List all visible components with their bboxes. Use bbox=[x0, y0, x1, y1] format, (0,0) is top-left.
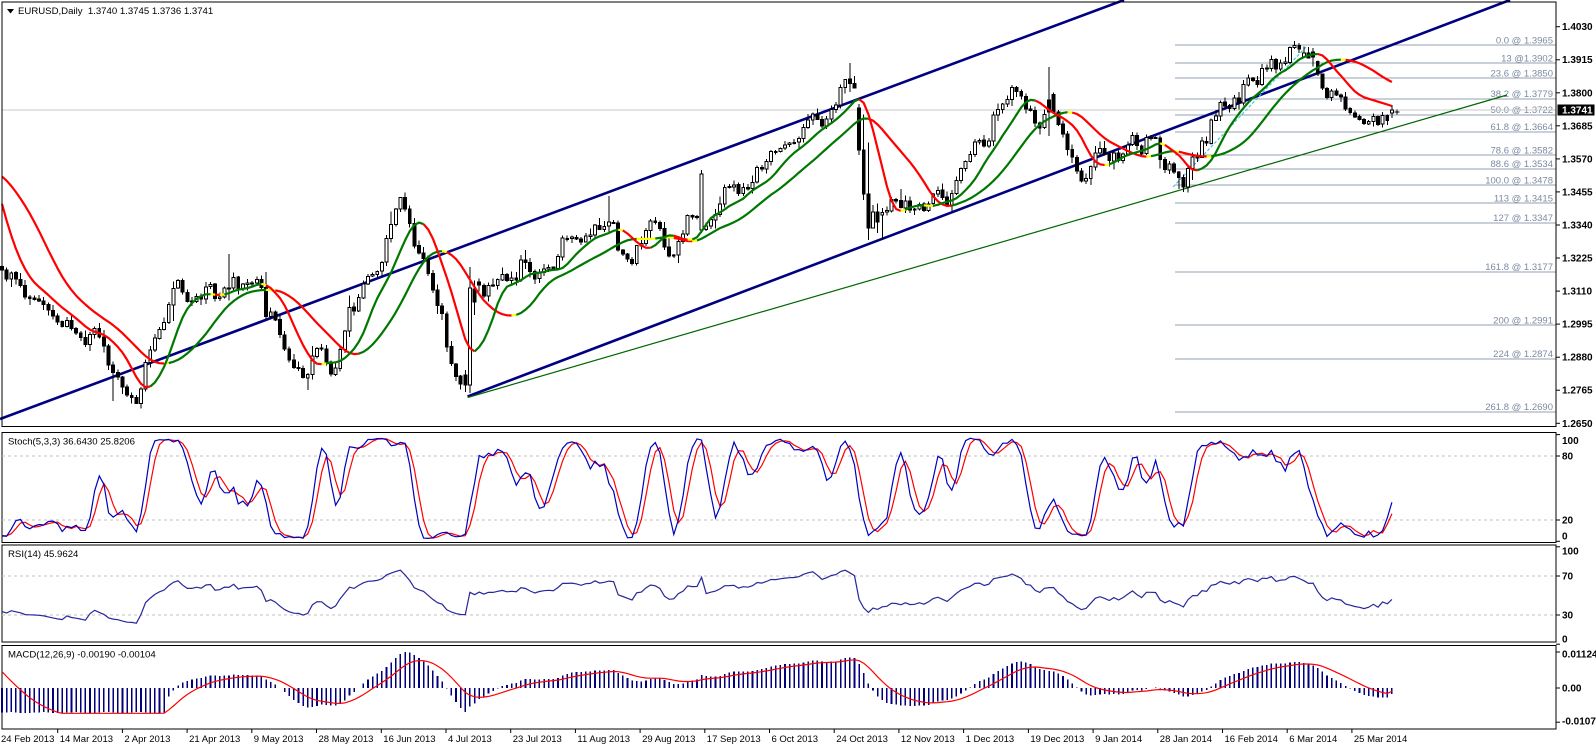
svg-text:61.8 @ 1.3664: 61.8 @ 1.3664 bbox=[1491, 122, 1553, 133]
svg-text:50.0 @ 1.3722: 50.0 @ 1.3722 bbox=[1491, 105, 1553, 116]
svg-text:1.3915: 1.3915 bbox=[1562, 55, 1593, 66]
svg-text:113 @ 1.3415: 113 @ 1.3415 bbox=[1494, 193, 1553, 204]
svg-text:-0.0107: -0.0107 bbox=[1562, 717, 1596, 728]
svg-text:1.4030: 1.4030 bbox=[1562, 22, 1593, 33]
svg-text:1.3225: 1.3225 bbox=[1562, 254, 1593, 265]
svg-text:28 May 2013: 28 May 2013 bbox=[319, 734, 374, 745]
svg-text:100.0 @ 1.3478: 100.0 @ 1.3478 bbox=[1485, 175, 1553, 186]
svg-text:9 May 2013: 9 May 2013 bbox=[254, 734, 304, 745]
svg-text:1.3455: 1.3455 bbox=[1562, 187, 1593, 198]
svg-text:MACD(12,26,9) -0.00190 -0.0010: MACD(12,26,9) -0.00190 -0.00104 bbox=[8, 650, 156, 661]
svg-text:1.3800: 1.3800 bbox=[1562, 88, 1593, 99]
svg-text:16 Jun 2013: 16 Jun 2013 bbox=[383, 734, 435, 745]
svg-text:80: 80 bbox=[1562, 452, 1574, 463]
svg-text:200 @ 1.2991: 200 @ 1.2991 bbox=[1493, 315, 1553, 326]
svg-text:224 @ 1.2874: 224 @ 1.2874 bbox=[1493, 349, 1553, 360]
svg-text:23.6 @ 1.3850: 23.6 @ 1.3850 bbox=[1491, 68, 1553, 79]
svg-text:16 Feb 2014: 16 Feb 2014 bbox=[1225, 734, 1278, 745]
svg-text:19 Dec 2013: 19 Dec 2013 bbox=[1030, 734, 1084, 745]
svg-text:13 @1.3902: 13 @1.3902 bbox=[1501, 54, 1553, 65]
svg-text:1.3741: 1.3741 bbox=[1562, 106, 1593, 117]
svg-text:29 Aug 2013: 29 Aug 2013 bbox=[642, 734, 695, 745]
svg-text:28 Jan 2014: 28 Jan 2014 bbox=[1160, 734, 1212, 745]
svg-text:1.2995: 1.2995 bbox=[1562, 320, 1593, 331]
svg-text:1.3110: 1.3110 bbox=[1562, 287, 1592, 298]
svg-text:1.3340: 1.3340 bbox=[1562, 221, 1593, 232]
svg-text:6 Oct 2013: 6 Oct 2013 bbox=[772, 734, 818, 745]
svg-text:261.8 @ 1.2690: 261.8 @ 1.2690 bbox=[1485, 402, 1553, 413]
svg-text:38.2 @ 1.3779: 38.2 @ 1.3779 bbox=[1491, 89, 1553, 100]
svg-text:0.00: 0.00 bbox=[1562, 684, 1582, 695]
svg-text:70: 70 bbox=[1562, 572, 1574, 583]
svg-text:12 Nov 2013: 12 Nov 2013 bbox=[901, 734, 955, 745]
svg-text:Stoch(5,3,3) 36.6430 25.8206: Stoch(5,3,3) 36.6430 25.8206 bbox=[8, 437, 135, 448]
svg-text:1.2765: 1.2765 bbox=[1562, 386, 1593, 397]
svg-text:21 Apr 2013: 21 Apr 2013 bbox=[189, 734, 240, 745]
svg-text:100: 100 bbox=[1562, 547, 1579, 558]
svg-text:4 Jul 2013: 4 Jul 2013 bbox=[448, 734, 492, 745]
svg-text:100: 100 bbox=[1562, 436, 1579, 447]
svg-text:78.6 @ 1.3582: 78.6 @ 1.3582 bbox=[1491, 146, 1553, 157]
svg-text:11 Aug 2013: 11 Aug 2013 bbox=[577, 734, 630, 745]
svg-text:127 @ 1.3347: 127 @ 1.3347 bbox=[1493, 213, 1553, 224]
svg-text:1.3570: 1.3570 bbox=[1562, 154, 1593, 165]
svg-text:1.2650: 1.2650 bbox=[1562, 419, 1593, 430]
svg-text:161.8 @ 1.3177: 161.8 @ 1.3177 bbox=[1485, 262, 1553, 273]
svg-text:0.01124: 0.01124 bbox=[1562, 650, 1596, 661]
svg-text:20: 20 bbox=[1562, 516, 1574, 527]
svg-text:24 Oct 2013: 24 Oct 2013 bbox=[836, 734, 888, 745]
svg-text:17 Sep 2013: 17 Sep 2013 bbox=[707, 734, 761, 745]
svg-text:0: 0 bbox=[1562, 635, 1568, 646]
svg-text:1.2880: 1.2880 bbox=[1562, 353, 1593, 364]
svg-text:0.0 @ 1.3965: 0.0 @ 1.3965 bbox=[1496, 35, 1553, 46]
svg-text:14 Mar 2013: 14 Mar 2013 bbox=[60, 734, 113, 745]
svg-text:2 Apr 2013: 2 Apr 2013 bbox=[124, 734, 170, 745]
svg-text:88.6 @ 1.3534: 88.6 @ 1.3534 bbox=[1491, 159, 1553, 170]
svg-text:0: 0 bbox=[1562, 532, 1568, 543]
svg-text:1.3685: 1.3685 bbox=[1562, 121, 1593, 132]
svg-text:EURUSD,Daily 1.3740 1.3745 1.: EURUSD,Daily 1.3740 1.3745 1.3736 1.3741 bbox=[18, 6, 213, 17]
svg-text:RSI(14) 45.9624: RSI(14) 45.9624 bbox=[8, 549, 79, 560]
svg-text:6 Mar 2014: 6 Mar 2014 bbox=[1289, 734, 1337, 745]
svg-text:23 Jul 2013: 23 Jul 2013 bbox=[513, 734, 562, 745]
svg-text:9 Jan 2014: 9 Jan 2014 bbox=[1095, 734, 1142, 745]
svg-text:30: 30 bbox=[1562, 611, 1574, 622]
svg-text:25 Mar 2014: 25 Mar 2014 bbox=[1354, 734, 1407, 745]
svg-text:24 Feb 2013: 24 Feb 2013 bbox=[1, 734, 54, 745]
svg-text:1 Dec 2013: 1 Dec 2013 bbox=[966, 734, 1015, 745]
